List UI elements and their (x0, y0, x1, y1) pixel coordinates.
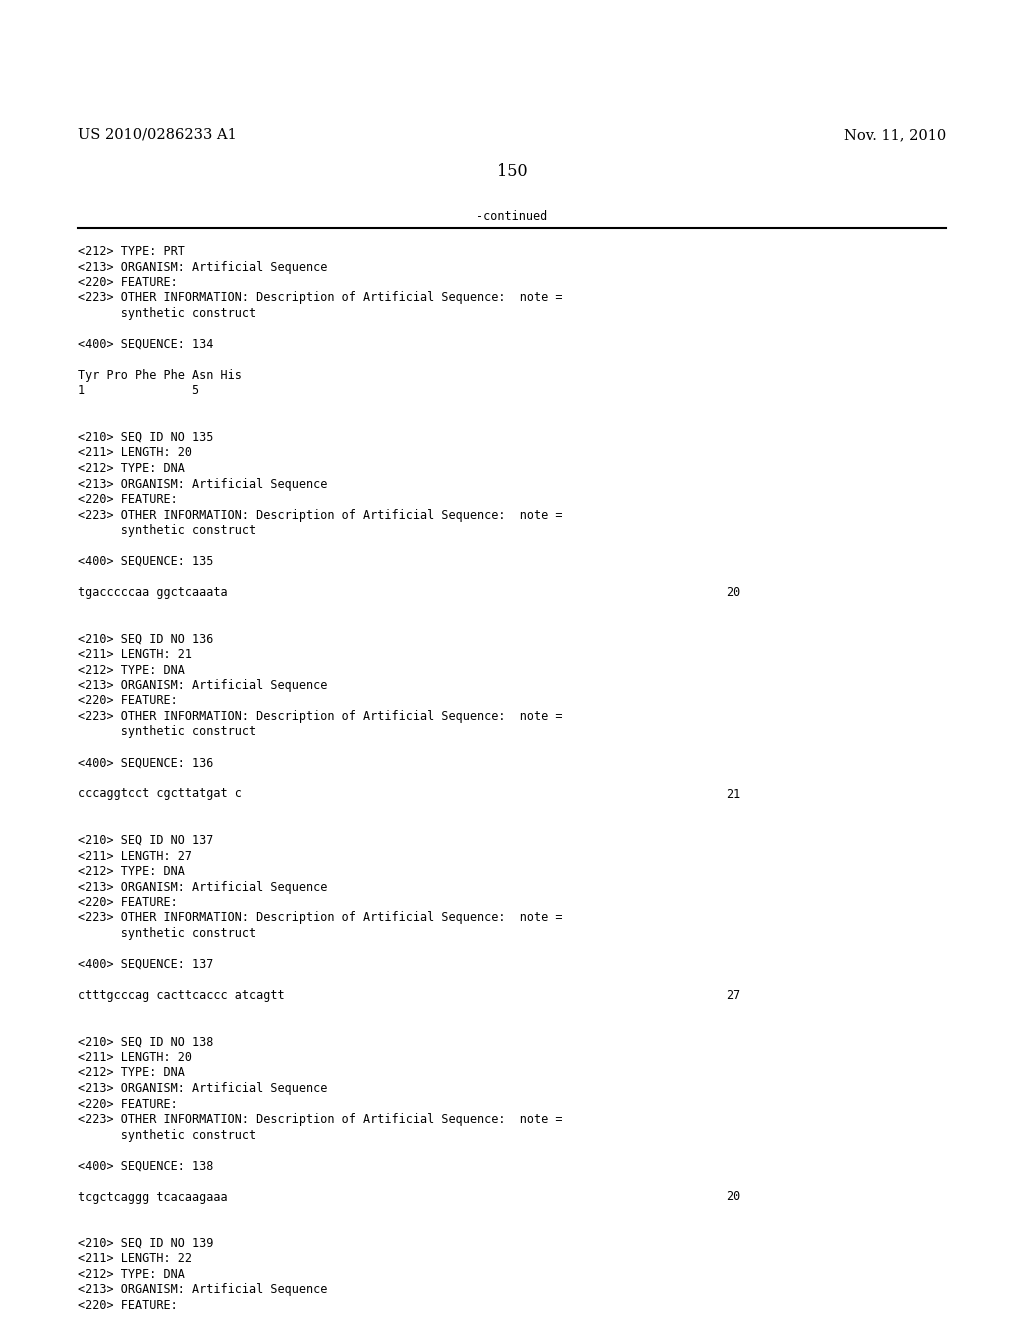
Text: <211> LENGTH: 27: <211> LENGTH: 27 (78, 850, 193, 862)
Text: 150: 150 (497, 162, 527, 180)
Text: synthetic construct: synthetic construct (78, 927, 256, 940)
Text: <213> ORGANISM: Artificial Sequence: <213> ORGANISM: Artificial Sequence (78, 1283, 328, 1296)
Text: <210> SEQ ID NO 139: <210> SEQ ID NO 139 (78, 1237, 213, 1250)
Text: <211> LENGTH: 20: <211> LENGTH: 20 (78, 446, 193, 459)
Text: <213> ORGANISM: Artificial Sequence: <213> ORGANISM: Artificial Sequence (78, 880, 328, 894)
Text: <211> LENGTH: 21: <211> LENGTH: 21 (78, 648, 193, 661)
Text: <223> OTHER INFORMATION: Description of Artificial Sequence:  note =: <223> OTHER INFORMATION: Description of … (78, 912, 562, 924)
Text: 20: 20 (726, 586, 740, 599)
Text: 21: 21 (726, 788, 740, 800)
Text: <210> SEQ ID NO 138: <210> SEQ ID NO 138 (78, 1035, 213, 1048)
Text: <220> FEATURE:: <220> FEATURE: (78, 492, 178, 506)
Text: 27: 27 (726, 989, 740, 1002)
Text: <223> OTHER INFORMATION: Description of Artificial Sequence:  note =: <223> OTHER INFORMATION: Description of … (78, 1113, 562, 1126)
Text: <210> SEQ ID NO 137: <210> SEQ ID NO 137 (78, 834, 213, 847)
Text: ctttgcccag cacttcaccc atcagtt: ctttgcccag cacttcaccc atcagtt (78, 989, 285, 1002)
Text: synthetic construct: synthetic construct (78, 524, 256, 537)
Text: <212> TYPE: PRT: <212> TYPE: PRT (78, 246, 185, 257)
Text: -continued: -continued (476, 210, 548, 223)
Text: <223> OTHER INFORMATION: Description of Artificial Sequence:  note =: <223> OTHER INFORMATION: Description of … (78, 292, 562, 305)
Text: <212> TYPE: DNA: <212> TYPE: DNA (78, 865, 185, 878)
Text: US 2010/0286233 A1: US 2010/0286233 A1 (78, 128, 237, 143)
Text: Tyr Pro Phe Phe Asn His: Tyr Pro Phe Phe Asn His (78, 370, 242, 381)
Text: synthetic construct: synthetic construct (78, 308, 256, 319)
Text: <220> FEATURE:: <220> FEATURE: (78, 896, 178, 909)
Text: <213> ORGANISM: Artificial Sequence: <213> ORGANISM: Artificial Sequence (78, 1082, 328, 1096)
Text: <212> TYPE: DNA: <212> TYPE: DNA (78, 462, 185, 475)
Text: cccaggtcct cgcttatgat c: cccaggtcct cgcttatgat c (78, 788, 242, 800)
Text: tcgctcaggg tcacaagaaa: tcgctcaggg tcacaagaaa (78, 1191, 227, 1204)
Text: <223> OTHER INFORMATION: Description of Artificial Sequence:  note =: <223> OTHER INFORMATION: Description of … (78, 508, 562, 521)
Text: <400> SEQUENCE: 138: <400> SEQUENCE: 138 (78, 1159, 213, 1172)
Text: <210> SEQ ID NO 135: <210> SEQ ID NO 135 (78, 432, 213, 444)
Text: <400> SEQUENCE: 135: <400> SEQUENCE: 135 (78, 554, 213, 568)
Text: synthetic construct: synthetic construct (78, 1129, 256, 1142)
Text: <212> TYPE: DNA: <212> TYPE: DNA (78, 1067, 185, 1080)
Text: 20: 20 (726, 1191, 740, 1204)
Text: <213> ORGANISM: Artificial Sequence: <213> ORGANISM: Artificial Sequence (78, 478, 328, 491)
Text: <210> SEQ ID NO 136: <210> SEQ ID NO 136 (78, 632, 213, 645)
Text: <211> LENGTH: 20: <211> LENGTH: 20 (78, 1051, 193, 1064)
Text: Nov. 11, 2010: Nov. 11, 2010 (844, 128, 946, 143)
Text: <400> SEQUENCE: 137: <400> SEQUENCE: 137 (78, 958, 213, 972)
Text: synthetic construct: synthetic construct (78, 726, 256, 738)
Text: <400> SEQUENCE: 134: <400> SEQUENCE: 134 (78, 338, 213, 351)
Text: <211> LENGTH: 22: <211> LENGTH: 22 (78, 1253, 193, 1266)
Text: <220> FEATURE:: <220> FEATURE: (78, 276, 178, 289)
Text: <212> TYPE: DNA: <212> TYPE: DNA (78, 1269, 185, 1280)
Text: 1               5: 1 5 (78, 384, 199, 397)
Text: <220> FEATURE:: <220> FEATURE: (78, 1097, 178, 1110)
Text: <213> ORGANISM: Artificial Sequence: <213> ORGANISM: Artificial Sequence (78, 260, 328, 273)
Text: <220> FEATURE:: <220> FEATURE: (78, 694, 178, 708)
Text: <400> SEQUENCE: 136: <400> SEQUENCE: 136 (78, 756, 213, 770)
Text: tgacccccaa ggctcaaata: tgacccccaa ggctcaaata (78, 586, 227, 599)
Text: <223> OTHER INFORMATION: Description of Artificial Sequence:  note =: <223> OTHER INFORMATION: Description of … (78, 710, 562, 723)
Text: <213> ORGANISM: Artificial Sequence: <213> ORGANISM: Artificial Sequence (78, 678, 328, 692)
Text: <212> TYPE: DNA: <212> TYPE: DNA (78, 664, 185, 676)
Text: <220> FEATURE:: <220> FEATURE: (78, 1299, 178, 1312)
